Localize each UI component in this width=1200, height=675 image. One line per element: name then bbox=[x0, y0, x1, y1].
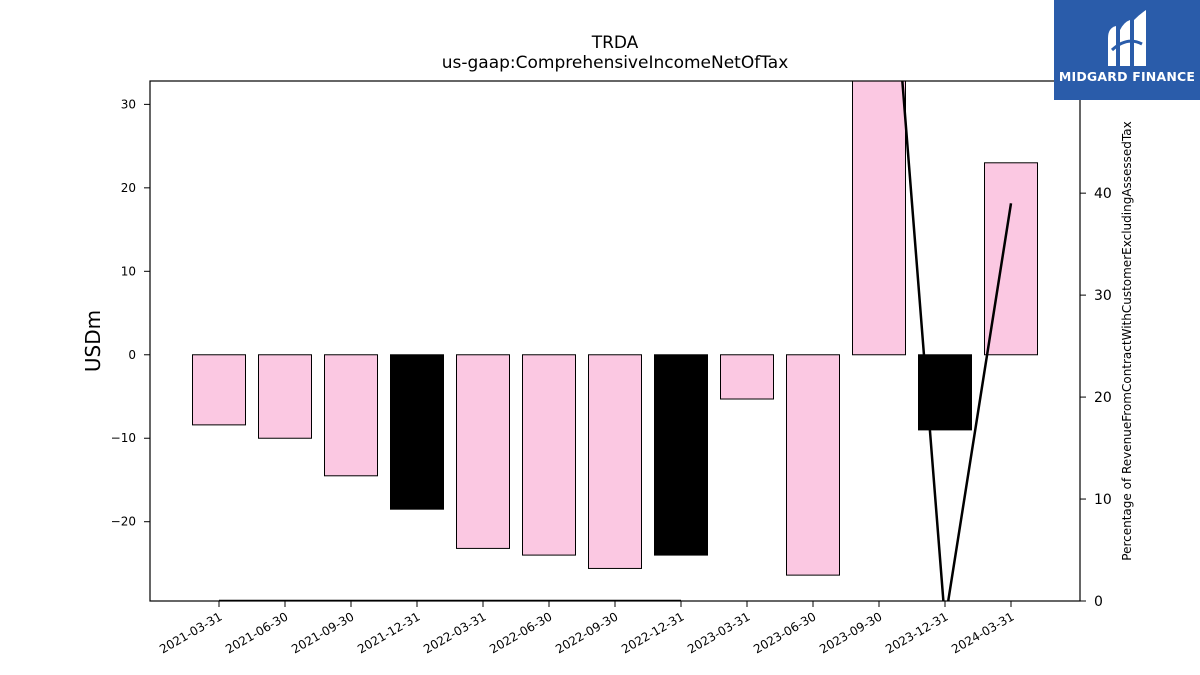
x-tick-label: 2023-03-31 bbox=[685, 609, 752, 656]
bar bbox=[522, 354, 576, 556]
chart-title: TRDA bbox=[591, 33, 639, 53]
midgard-finance-logo: MIDGARD FINANCE bbox=[1054, 0, 1200, 100]
chart-subtitle: us-gaap:ComprehensiveIncomeNetOfTax bbox=[442, 53, 789, 73]
logo-text: MIDGARD FINANCE bbox=[1058, 69, 1196, 84]
y-axis-label: USDm bbox=[81, 310, 105, 372]
y-tick-label: 20 bbox=[121, 181, 136, 195]
y2-axis: 0 10 20 30 40 bbox=[1080, 186, 1112, 610]
bar bbox=[654, 354, 708, 556]
bar bbox=[324, 354, 378, 477]
bar bbox=[258, 354, 312, 439]
y-axis: −20 −10 0 10 20 30 bbox=[111, 97, 150, 529]
x-tick-label: 2021-06-30 bbox=[223, 609, 290, 656]
x-tick-label: 2021-12-31 bbox=[355, 609, 422, 656]
y-tick-label: 0 bbox=[128, 348, 136, 362]
y2-tick-label: 30 bbox=[1094, 288, 1112, 304]
x-tick-label: 2023-06-30 bbox=[751, 609, 818, 656]
x-tick-label: 2024-03-31 bbox=[949, 609, 1016, 656]
y-tick-label: 10 bbox=[121, 264, 136, 278]
x-tick-label: 2022-03-31 bbox=[421, 609, 488, 656]
logo-mark-icon bbox=[1108, 10, 1146, 66]
bar bbox=[852, 81, 906, 356]
y2-tick-label: 10 bbox=[1094, 492, 1112, 508]
bar bbox=[390, 354, 444, 510]
y-tick-label: −20 bbox=[111, 515, 136, 529]
y2-tick-label: 0 bbox=[1094, 594, 1103, 610]
series-line bbox=[219, 81, 1013, 601]
x-tick-label: 2022-06-30 bbox=[487, 609, 554, 656]
y2-axis-label: Percentage of RevenueFromContractWithCus… bbox=[1120, 121, 1134, 560]
y-tick-label: 30 bbox=[121, 97, 136, 111]
bar bbox=[456, 354, 510, 549]
y2-tick-label: 40 bbox=[1094, 186, 1112, 202]
bar bbox=[588, 354, 642, 569]
x-axis: 2021-03-312021-06-302021-09-302021-12-31… bbox=[157, 601, 1017, 656]
x-tick-label: 2022-09-30 bbox=[553, 609, 620, 656]
bar bbox=[786, 354, 840, 576]
bars bbox=[192, 81, 1038, 576]
y2-tick-label: 20 bbox=[1094, 390, 1112, 406]
x-tick-label: 2021-03-31 bbox=[157, 609, 224, 656]
bar bbox=[192, 354, 246, 426]
line-segment bbox=[901, 81, 1013, 601]
y-tick-label: −10 bbox=[111, 431, 136, 445]
bar bbox=[720, 354, 774, 400]
x-tick-label: 2022-12-31 bbox=[619, 609, 686, 656]
x-tick-label: 2021-09-30 bbox=[289, 609, 356, 656]
x-tick-label: 2023-12-31 bbox=[883, 609, 950, 656]
x-tick-label: 2023-09-30 bbox=[817, 609, 884, 656]
